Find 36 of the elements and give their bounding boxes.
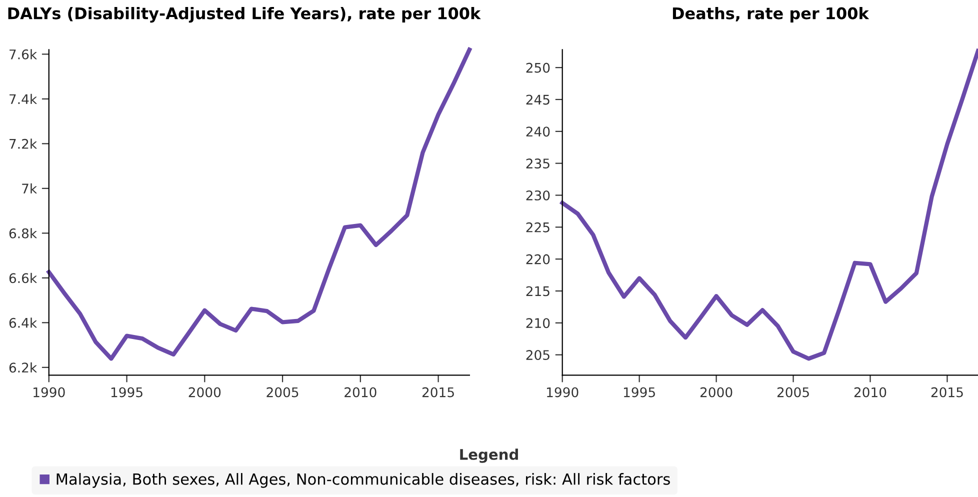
- y-tick-label: 235: [526, 158, 550, 169]
- y-tick-label: 245: [526, 94, 550, 105]
- y-tick-label: 6.8k: [9, 228, 38, 238]
- y-tick-label: 7.4k: [10, 94, 38, 104]
- y-tick-label: 220: [526, 254, 550, 264]
- x-tick-label: 1995: [111, 387, 142, 398]
- chart-title: DALYs (Disability-Adjusted Life Years), rate per 100k: [8, 7, 481, 23]
- legend-label: Malaysia, Both sexes, All Ages, Non-communicable diseases, risk: All risk factors: [56, 473, 670, 488]
- y-tick-label: 225: [526, 222, 550, 232]
- y-tick-label: 250: [526, 62, 550, 73]
- line-series: [560, 48, 978, 361]
- y-tick-label: 240: [526, 126, 550, 137]
- y-tick-label: 7k: [22, 183, 38, 194]
- x-tick-label: 2015: [931, 387, 963, 398]
- legend-title: Legend: [460, 448, 518, 463]
- y-tick-label: 205: [526, 350, 550, 360]
- x-tick-label: 2005: [266, 387, 298, 398]
- y-tick-label: 7.2k: [10, 138, 38, 149]
- y-tick-label: 215: [526, 286, 550, 296]
- y-tick-label: 6.4k: [9, 318, 38, 328]
- x-tick-label: 2005: [777, 387, 809, 398]
- y-tick-label: 7.6k: [10, 49, 38, 60]
- x-tick-label: 2010: [344, 387, 376, 398]
- x-tick-label: 1995: [624, 387, 655, 398]
- x-tick-label: 2010: [854, 387, 886, 398]
- x-tick-label: 2000: [700, 387, 732, 398]
- x-tick-label: 1990: [34, 387, 65, 398]
- y-tick-label: 6.6k: [9, 272, 38, 284]
- line-series: [46, 48, 472, 361]
- x-tick-label: 1990: [547, 387, 578, 398]
- y-tick-label: 6.2k: [9, 362, 38, 373]
- y-tick-label: 210: [526, 318, 550, 328]
- y-tick-label: 230: [526, 190, 550, 200]
- x-tick-label: 2015: [422, 387, 454, 398]
- x-tick-label: 2000: [188, 387, 221, 398]
- chart-title: Deaths, rate per 100k: [672, 7, 870, 22]
